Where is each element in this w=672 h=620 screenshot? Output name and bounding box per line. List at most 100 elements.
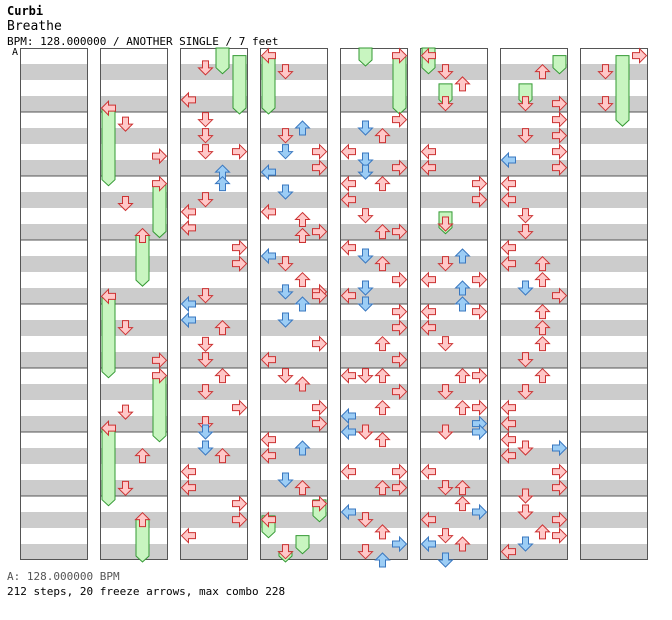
step-arrow-up bbox=[374, 479, 391, 496]
step-arrow-down bbox=[437, 424, 454, 440]
step-arrow-down bbox=[197, 144, 214, 160]
step-arrow-right bbox=[312, 495, 328, 512]
beat-stripe bbox=[420, 64, 488, 80]
step-arrow-right bbox=[552, 127, 568, 144]
step-arrow-left bbox=[420, 463, 436, 480]
beat-stripe bbox=[100, 128, 168, 144]
step-arrow-right bbox=[152, 147, 168, 165]
beat-stripe bbox=[340, 160, 408, 176]
step-chart bbox=[20, 47, 648, 568]
beat-stripe bbox=[420, 128, 488, 144]
step-arrow-left bbox=[260, 203, 276, 221]
beat-stripe bbox=[260, 416, 328, 432]
step-arrow-up bbox=[454, 280, 471, 296]
step-arrow-left bbox=[420, 47, 436, 64]
step-arrow-down bbox=[117, 320, 134, 336]
freeze-arrow bbox=[215, 47, 230, 75]
beat-stripe bbox=[420, 352, 488, 368]
beat-stripe bbox=[340, 544, 408, 560]
step-arrow-left bbox=[500, 447, 516, 464]
step-arrow-down bbox=[357, 296, 374, 312]
beat-stripe bbox=[500, 416, 568, 432]
step-arrow-right bbox=[152, 367, 168, 384]
step-arrow-right bbox=[312, 143, 328, 160]
step-arrow-down bbox=[517, 128, 534, 144]
step-arrow-down bbox=[437, 256, 454, 272]
column-border bbox=[260, 48, 328, 560]
step-arrow-right bbox=[552, 511, 568, 528]
step-arrow-down bbox=[437, 96, 454, 112]
step-arrow-down bbox=[197, 128, 214, 144]
beat-stripe bbox=[100, 480, 168, 496]
beat-stripe bbox=[500, 320, 568, 336]
beat-stripe bbox=[260, 512, 328, 528]
step-arrow-left bbox=[180, 463, 196, 480]
step-arrow-up bbox=[534, 367, 551, 384]
beat-stripe bbox=[500, 352, 568, 368]
step-arrow-right bbox=[392, 351, 408, 368]
beat-stripe bbox=[580, 96, 648, 112]
beat-stripe bbox=[20, 192, 88, 208]
step-arrow-down bbox=[357, 120, 374, 136]
beat-stripe bbox=[180, 352, 248, 368]
step-arrow-left bbox=[260, 163, 276, 181]
step-arrow-up bbox=[374, 524, 391, 540]
beat-stripe bbox=[340, 512, 408, 528]
beat-stripe bbox=[500, 160, 568, 176]
beat-stripe bbox=[340, 416, 408, 432]
beat-stripe bbox=[20, 544, 88, 560]
step-arrow-up bbox=[374, 175, 391, 192]
step-arrow-down bbox=[117, 480, 134, 497]
step-arrow-up bbox=[374, 552, 391, 568]
step-arrow-right bbox=[632, 47, 648, 64]
beat-stripe bbox=[580, 288, 648, 304]
step-arrow-right bbox=[312, 399, 328, 416]
beat-stripe bbox=[100, 288, 168, 304]
step-arrow-left bbox=[180, 219, 196, 237]
freeze-arrow bbox=[615, 55, 630, 127]
step-arrow-down bbox=[277, 128, 294, 144]
step-arrow-left bbox=[260, 247, 276, 265]
step-arrow-right bbox=[472, 503, 488, 521]
freeze-arrow bbox=[135, 235, 150, 287]
step-arrow-up bbox=[534, 271, 551, 288]
step-arrow-left bbox=[500, 431, 516, 448]
step-arrow-left bbox=[420, 535, 436, 553]
beat-stripe bbox=[260, 544, 328, 560]
beat-stripe bbox=[340, 448, 408, 464]
step-arrow-up bbox=[294, 227, 311, 244]
beat-stripe bbox=[20, 320, 88, 336]
step-arrow-down bbox=[517, 352, 534, 368]
step-arrow-down bbox=[597, 96, 614, 112]
beat-stripe bbox=[260, 224, 328, 240]
step-arrow-left bbox=[180, 311, 196, 329]
beat-stripe bbox=[580, 480, 648, 496]
step-arrow-right bbox=[232, 495, 248, 512]
beat-stripe bbox=[500, 192, 568, 208]
beat-stripe bbox=[420, 544, 488, 560]
step-arrow-left bbox=[180, 91, 196, 109]
step-arrow-left bbox=[340, 175, 356, 192]
step-arrow-down bbox=[277, 256, 294, 272]
step-arrow-up bbox=[534, 63, 551, 80]
beat-stripe bbox=[20, 416, 88, 432]
step-arrow-right bbox=[472, 367, 488, 384]
step-arrow-down bbox=[197, 192, 214, 208]
beat-stripe bbox=[580, 128, 648, 144]
freeze-arrow bbox=[152, 183, 167, 239]
freeze-arrow bbox=[295, 535, 310, 555]
beat-stripe bbox=[420, 320, 488, 336]
beat-stripe bbox=[420, 480, 488, 496]
beat-stripe bbox=[100, 448, 168, 464]
step-arrow-left bbox=[500, 543, 516, 560]
step-arrow-down bbox=[357, 368, 374, 384]
step-arrow-down bbox=[437, 336, 454, 352]
step-arrow-down bbox=[357, 280, 374, 296]
step-arrow-right bbox=[552, 95, 568, 112]
step-arrow-down bbox=[357, 544, 374, 560]
step-arrow-right bbox=[392, 111, 408, 128]
step-arrow-right bbox=[472, 423, 488, 441]
column-border bbox=[20, 48, 88, 560]
beat-stripe bbox=[180, 160, 248, 176]
freeze-arrow bbox=[261, 55, 276, 115]
